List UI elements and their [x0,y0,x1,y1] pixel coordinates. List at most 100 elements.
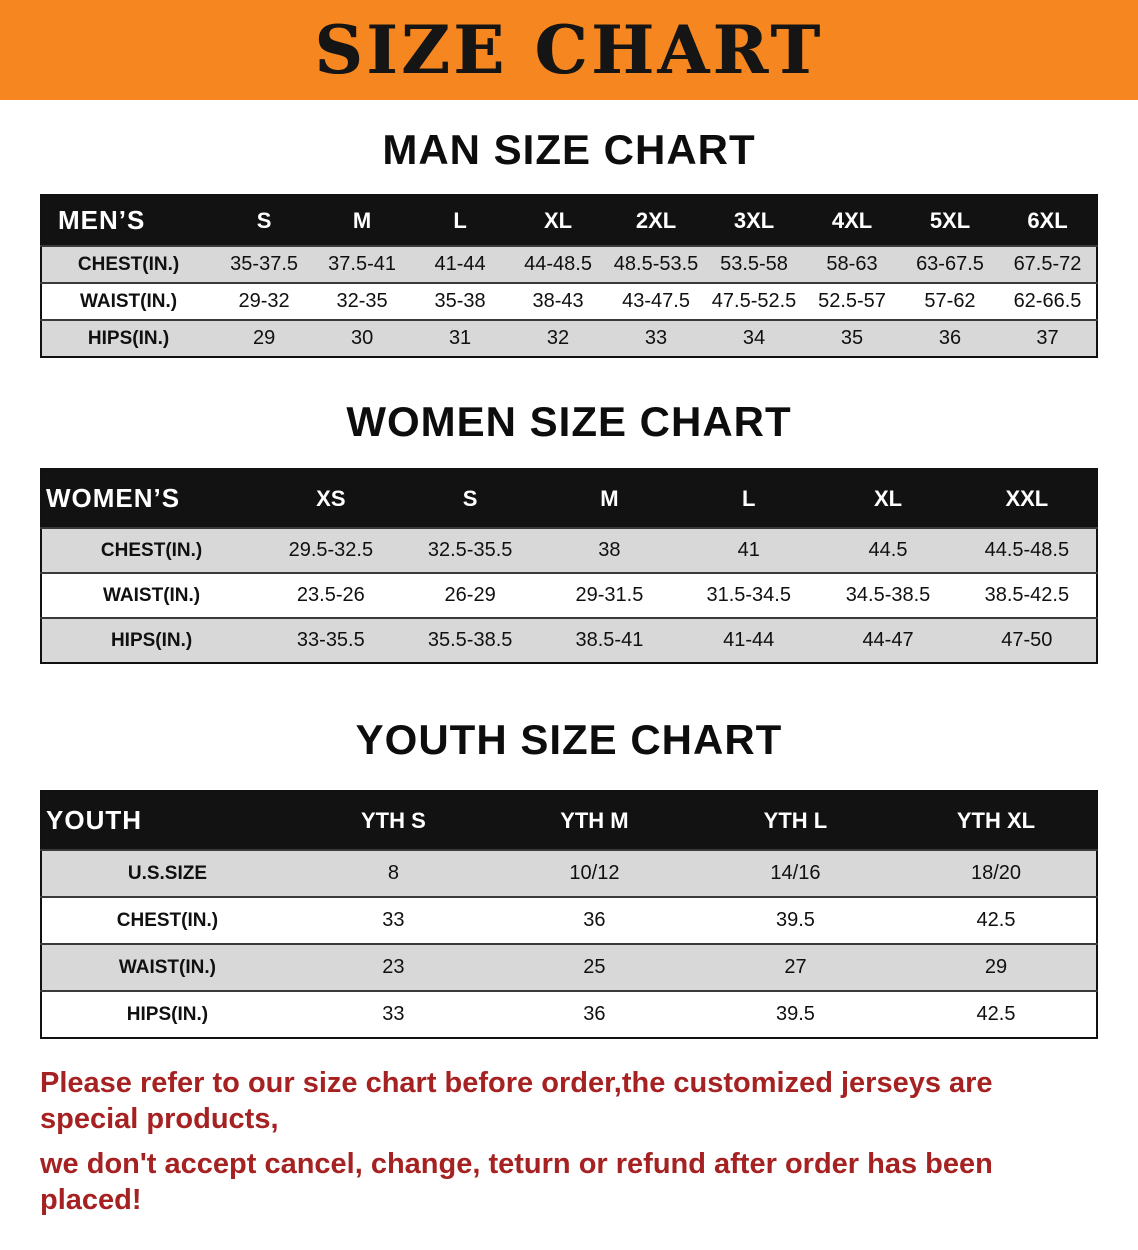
table-cell: 18/20 [895,849,1097,897]
table-size-header: 2XL [607,195,706,246]
youth-size-table: YOUTH YTH S YTH M YTH L YTH XL U.S.SIZE 8 10/12… [0,790,1138,1039]
row-label: WAIST(IN.) [41,282,216,320]
table-cell: 62-66.5 [998,282,1097,320]
table-cell: 31.5-34.5 [679,572,819,618]
table-cell: 42.5 [895,896,1097,944]
table-size-header: XL [818,469,958,528]
table-cell: 52.5-57 [803,282,901,320]
table-cell: 32-35 [313,282,412,320]
table-cell: 38 [539,527,680,573]
table-cell: 14/16 [694,849,896,897]
table-size-header: XXL [957,469,1097,528]
table-size-header: S [215,195,314,246]
table-cell: 23.5-26 [261,572,401,618]
notice-line-1: Please refer to our size chart before or… [40,1067,993,1136]
table-cell: 33 [292,896,494,944]
size-table: YOUTH YTH S YTH M YTH L YTH XL U.S.SIZE 8 10/12… [40,790,1098,1039]
table-cell: 36 [493,896,695,944]
banner-title: SIZE CHART [314,11,824,89]
row-label: HIPS(IN.) [41,319,216,357]
row-label: CHEST(IN.) [41,245,216,283]
table-size-header: M [539,469,680,528]
table-group-label: MEN’S [41,195,216,246]
footer-notice: Please refer to our size chart before or… [0,1039,1138,1250]
row-label: CHEST(IN.) [41,527,262,573]
youth-heading: YOUTH SIZE CHART [355,716,783,763]
table-cell: 26-29 [400,572,540,618]
table-cell: 39.5 [694,990,896,1038]
table-cell: 36 [493,990,695,1038]
table-cell: 33 [292,990,494,1038]
table-cell: 29-31.5 [539,572,680,618]
table-cell: 34 [705,319,804,357]
table-cell: 31 [411,319,510,357]
table-header-row: MEN’S S M L XL 2XL 3XL 4XL 5XL 6XL [41,195,1097,246]
row-label: CHEST(IN.) [41,896,293,944]
banner: SIZE CHART [0,0,1138,100]
table-group-label: WOMEN’S [41,469,262,528]
men-size-table: MEN’S S M L XL 2XL 3XL 4XL 5XL 6XL CHEST(IN.) 35-37… [0,194,1138,358]
table-row: WAIST(IN.) 29-32 32-35 35-38 38-43 43-47.5 47.… [41,282,1097,320]
table-cell: 42.5 [895,990,1097,1038]
table-size-header: YTH XL [895,791,1097,850]
table-cell: 29.5-32.5 [261,527,401,573]
table-cell: 41-44 [679,617,819,663]
table-cell: 32.5-35.5 [400,527,540,573]
table-row: HIPS(IN.) 29 30 31 32 33 34 35 36 37 [41,319,1097,357]
table-cell: 33 [607,319,706,357]
table-header-row: WOMEN’S XS S M L XL XXL [41,469,1097,528]
table-cell: 35.5-38.5 [400,617,540,663]
table-cell: 38-43 [509,282,608,320]
table-row: CHEST(IN.) 29.5-32.5 32.5-35.5 38 41 44.5 44.5… [41,527,1097,573]
table-cell: 34.5-38.5 [818,572,958,618]
table-row: U.S.SIZE 8 10/12 14/16 18/20 [41,849,1097,897]
table-cell: 43-47.5 [607,282,706,320]
table-cell: 10/12 [493,849,695,897]
table-size-header: L [679,469,819,528]
table-cell: 32 [509,319,608,357]
table-size-header: XS [261,469,401,528]
table-size-header: 6XL [998,195,1097,246]
table-cell: 25 [493,943,695,991]
men-heading: MAN SIZE CHART [382,126,756,173]
table-cell: 29 [215,319,314,357]
notice-line-2: we don't accept cancel, change, teturn o… [40,1147,993,1216]
women-size-table: WOMEN’S XS S M L XL XXL CHEST(IN.) 29.5-32.5 32.5… [0,468,1138,664]
table-cell: 35-37.5 [215,245,314,283]
table-cell: 44.5-48.5 [957,527,1097,573]
women-section: WOMEN SIZE CHART WOMEN’S XS S M L XL XXL CHEST(… [0,358,1138,664]
table-cell: 33-35.5 [261,617,401,663]
table-cell: 63-67.5 [901,245,999,283]
table-cell: 47.5-52.5 [705,282,804,320]
size-table: MEN’S S M L XL 2XL 3XL 4XL 5XL 6XL CHEST(IN.) 35-37… [40,194,1098,358]
table-cell: 37 [998,319,1097,357]
table-cell: 44-48.5 [509,245,608,283]
table-row: WAIST(IN.) 23.5-26 26-29 29-31.5 31.5-34.5 34… [41,572,1097,618]
row-label: HIPS(IN.) [41,990,293,1038]
table-cell: 53.5-58 [705,245,804,283]
table-size-header: M [313,195,412,246]
table-cell: 38.5-42.5 [957,572,1097,618]
row-label: U.S.SIZE [41,849,293,897]
table-cell: 37.5-41 [313,245,412,283]
table-size-header: YTH M [493,791,695,850]
table-size-header: 3XL [705,195,804,246]
table-cell: 47-50 [957,617,1097,663]
table-row: HIPS(IN.) 33 36 39.5 42.5 [41,990,1097,1038]
table-size-header: 5XL [901,195,999,246]
men-section: MAN SIZE CHART MEN’S S M L XL 2XL 3XL 4XL 5XL 6XL… [0,100,1138,358]
size-table: WOMEN’S XS S M L XL XXL CHEST(IN.) 29.5-32.5 32.5… [40,468,1098,664]
table-cell: 30 [313,319,412,357]
table-cell: 29 [895,943,1097,991]
table-size-header: YTH S [292,791,494,850]
table-cell: 44.5 [818,527,958,573]
table-cell: 23 [292,943,494,991]
table-group-label: YOUTH [41,791,293,850]
table-size-header: XL [509,195,608,246]
table-row: CHEST(IN.) 33 36 39.5 42.5 [41,896,1097,944]
row-label: WAIST(IN.) [41,943,293,991]
table-cell: 29-32 [215,282,314,320]
table-cell: 67.5-72 [998,245,1097,283]
table-cell: 27 [694,943,896,991]
